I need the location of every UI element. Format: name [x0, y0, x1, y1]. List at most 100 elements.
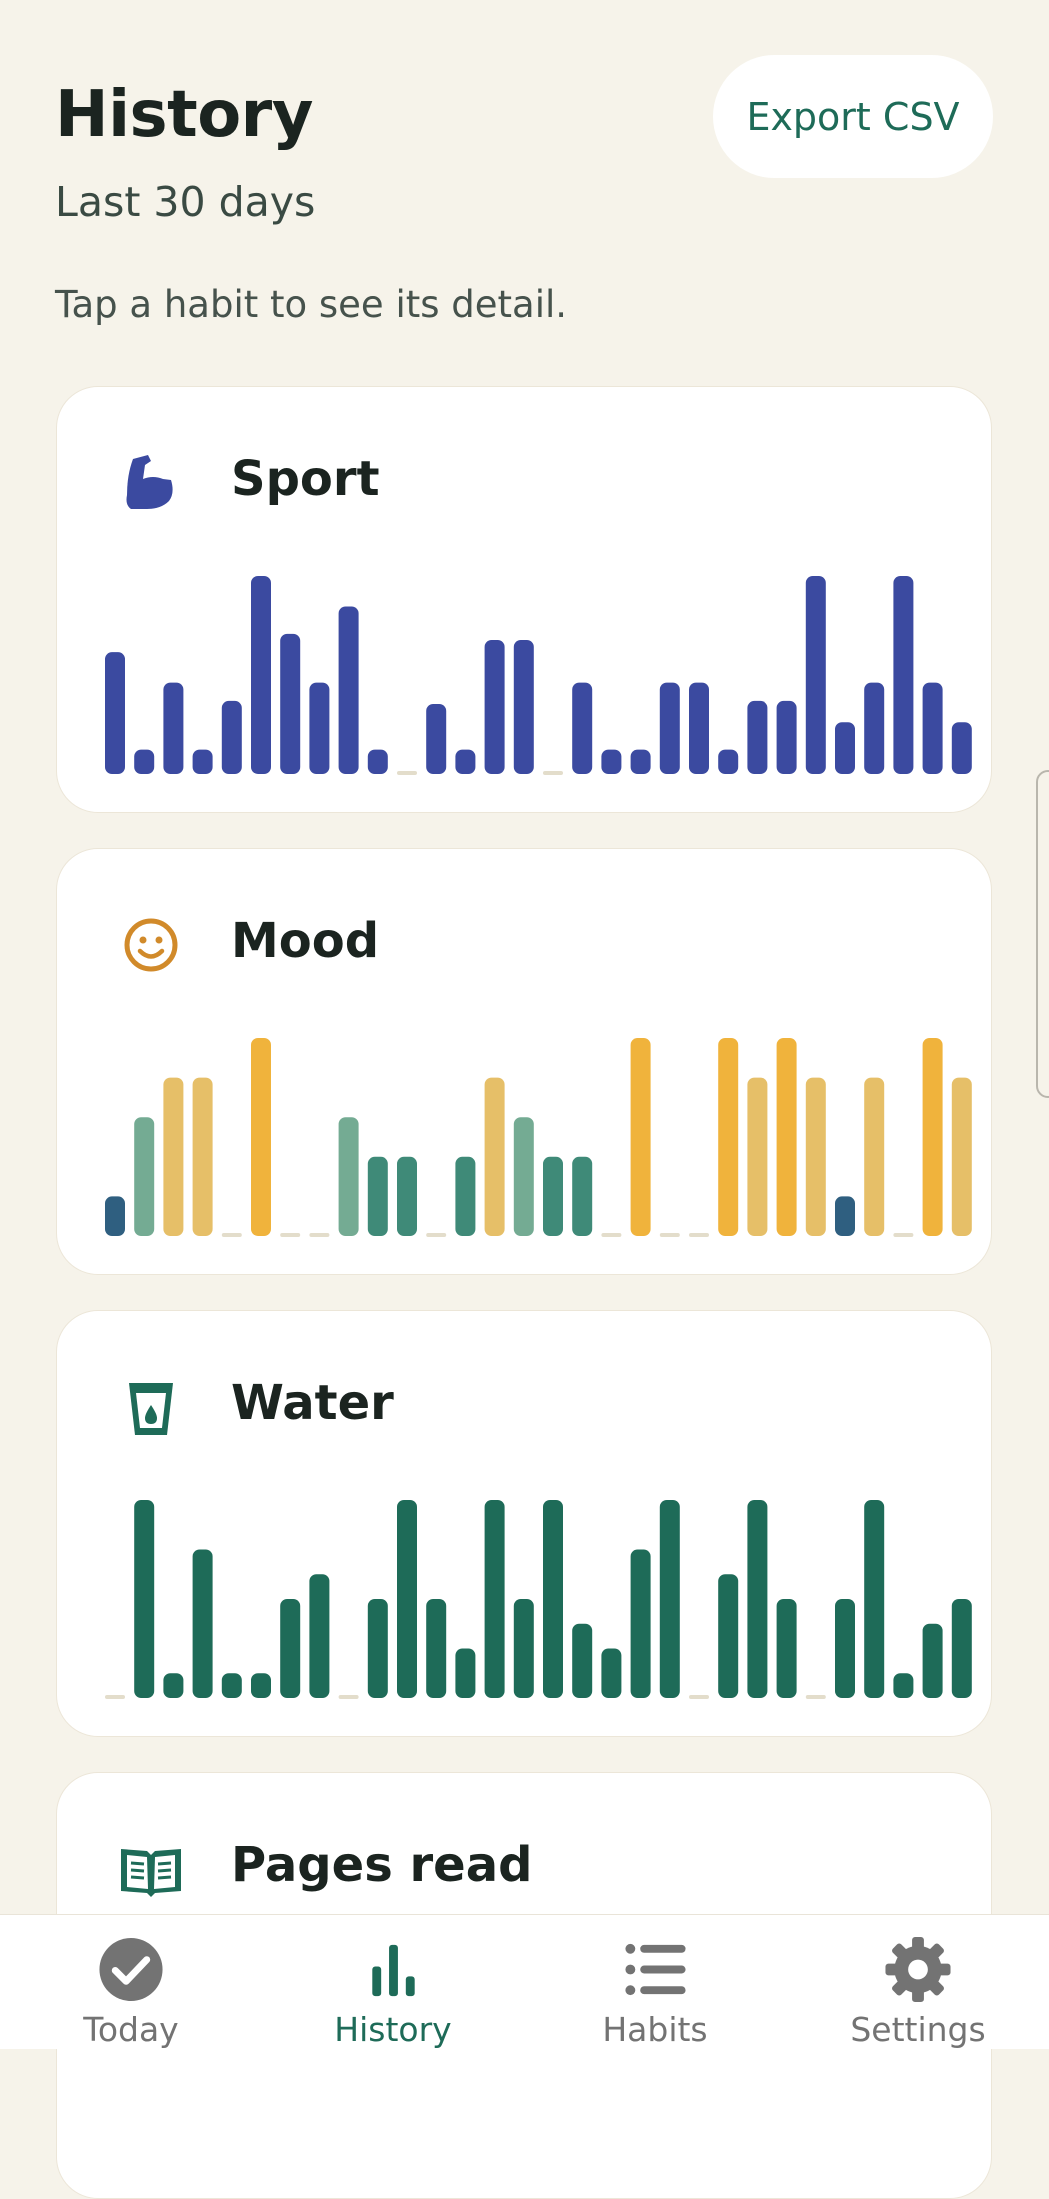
- smiley-face-icon: [117, 911, 185, 979]
- chart-empty-day: [105, 1695, 125, 1699]
- chart-bar: [192, 1077, 213, 1236]
- habit-title: Mood: [231, 913, 380, 969]
- chart-bar: [309, 682, 330, 774]
- chart-bar: [951, 1077, 972, 1236]
- chart-bar: [251, 1038, 271, 1236]
- chart-bar: [105, 652, 125, 774]
- chart-bar: [484, 1077, 505, 1236]
- chart-bar: [221, 1673, 242, 1698]
- chart-bar: [338, 606, 359, 774]
- habit-title: Sport: [231, 451, 380, 507]
- chart-empty-day: [280, 1233, 301, 1237]
- chart-bar: [747, 700, 768, 774]
- chart-bar: [221, 700, 242, 774]
- chart-bar: [835, 1599, 855, 1698]
- chart-empty-day: [543, 771, 563, 775]
- chart-bar: [659, 1500, 680, 1698]
- chart-empty-day: [426, 1233, 447, 1237]
- chart-bar: [134, 749, 155, 774]
- chart-bar: [105, 1196, 125, 1236]
- chart-bar: [922, 1623, 943, 1698]
- nav-item-settings[interactable]: Settings: [818, 1915, 1018, 2049]
- chart-empty-day: [338, 1695, 359, 1699]
- habit-chart-mood: [105, 1038, 972, 1237]
- chart-bar: [543, 1156, 563, 1236]
- chart-bar: [630, 1038, 651, 1236]
- chart-bar: [426, 703, 447, 774]
- chart-bar: [747, 1077, 768, 1236]
- chart-bar: [338, 1117, 359, 1236]
- chart-bar: [134, 1117, 155, 1236]
- bottom-navigation: Today History Habits: [0, 1914, 1049, 2049]
- chart-bar: [776, 1038, 797, 1236]
- export-csv-button[interactable]: Export CSV: [713, 55, 993, 178]
- habit-chart-water: [105, 1500, 972, 1699]
- chart-bar: [513, 1117, 534, 1236]
- nav-item-history[interactable]: History: [293, 1915, 493, 2049]
- chart-bar: [251, 1673, 271, 1698]
- chart-bar: [134, 1500, 155, 1698]
- chart-empty-day: [221, 1233, 242, 1237]
- chart-empty-day: [805, 1695, 826, 1699]
- chart-bar: [864, 1077, 885, 1236]
- chart-bar: [893, 576, 914, 774]
- chart-bar: [893, 1673, 914, 1698]
- chart-bar: [718, 1574, 739, 1698]
- chart-bar: [426, 1599, 447, 1698]
- chart-bar: [601, 749, 622, 774]
- chart-bar: [922, 682, 943, 774]
- chart-bar: [513, 639, 534, 774]
- chart-bar: [251, 576, 271, 774]
- chart-bar: [572, 682, 593, 774]
- chart-bar: [630, 749, 651, 774]
- chart-bar: [513, 1599, 534, 1698]
- chart-bar: [455, 749, 476, 774]
- chart-bar: [864, 1500, 885, 1698]
- chart-bar: [659, 682, 680, 774]
- glass-of-water-icon: [117, 1373, 185, 1441]
- nav-item-today[interactable]: Today: [31, 1915, 231, 2049]
- scroll-indicator[interactable]: [1036, 770, 1049, 1098]
- chart-empty-day: [309, 1233, 330, 1237]
- chart-bar: [455, 1156, 476, 1236]
- habit-card-mood[interactable]: Mood: [56, 848, 992, 1275]
- gear-icon: [885, 1936, 951, 2003]
- chart-bar: [192, 1549, 213, 1698]
- habit-card-water[interactable]: Water: [56, 1310, 992, 1737]
- chart-bar: [397, 1156, 417, 1236]
- check-circle-icon: [99, 1937, 163, 2002]
- chart-bar: [192, 749, 213, 774]
- bar-chart-icon: [372, 1944, 415, 1997]
- chart-bar: [572, 1156, 593, 1236]
- chart-bar: [951, 1599, 972, 1698]
- chart-bar: [835, 722, 855, 774]
- chart-empty-day: [397, 771, 417, 775]
- chart-bar: [776, 1599, 797, 1698]
- page-subtitle: Last 30 days: [55, 178, 316, 226]
- habit-title: Water: [231, 1375, 394, 1431]
- chart-empty-day: [659, 1233, 680, 1237]
- chart-bar: [805, 576, 826, 774]
- chart-bar: [367, 1599, 388, 1698]
- chart-bar: [718, 1038, 739, 1236]
- habit-card-sport[interactable]: Sport: [56, 386, 992, 813]
- chart-bar: [280, 1599, 301, 1698]
- chart-bar: [718, 749, 739, 774]
- nav-item-habits[interactable]: Habits: [555, 1915, 755, 2049]
- nav-label: Today: [83, 2010, 179, 2049]
- chart-empty-day: [689, 1233, 709, 1237]
- chart-bar: [747, 1500, 768, 1698]
- chart-bar: [455, 1648, 476, 1698]
- habit-chart-sport: [105, 576, 972, 775]
- chart-bar: [280, 633, 301, 774]
- chart-empty-day: [689, 1695, 709, 1699]
- chart-bar: [572, 1623, 593, 1698]
- nav-label: Habits: [602, 2010, 708, 2049]
- list-icon: [625, 1943, 686, 1996]
- chart-bar: [484, 1500, 505, 1698]
- chart-empty-day: [601, 1233, 622, 1237]
- page-title: History: [55, 78, 313, 152]
- chart-bar: [397, 1500, 417, 1698]
- chart-bar: [484, 639, 505, 774]
- flexed-biceps-icon: [117, 449, 185, 517]
